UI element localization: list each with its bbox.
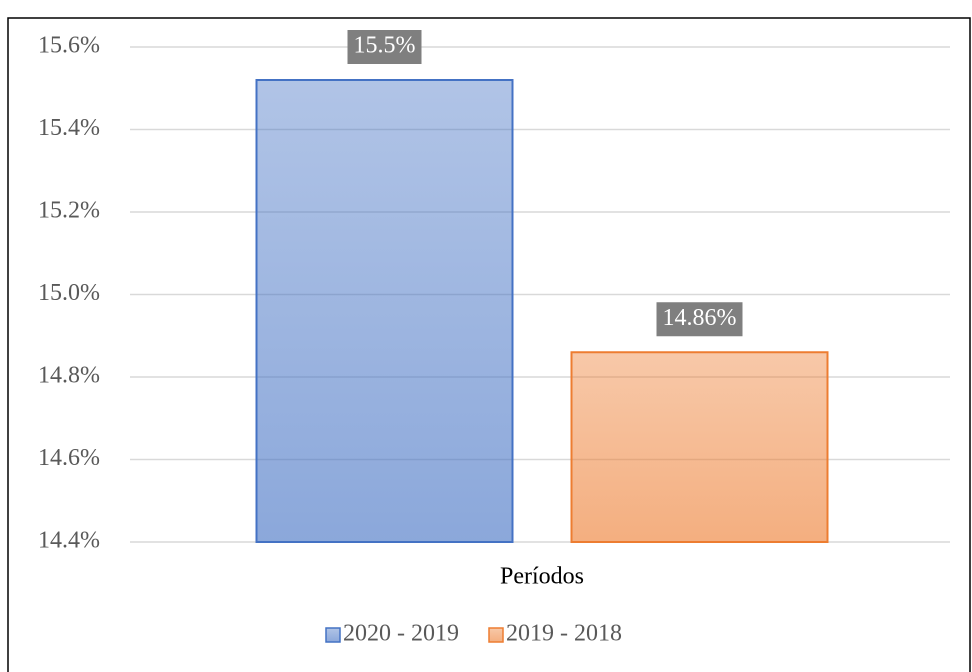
y-tick-label: 14.8% — [38, 363, 100, 389]
legend-swatch — [325, 627, 341, 643]
y-tick-label: 15.2% — [38, 198, 100, 224]
y-tick-label: 15.6% — [38, 33, 100, 59]
data-label-box — [347, 30, 422, 64]
y-tick-label: 15.4% — [38, 115, 100, 141]
data-label: 14.86% — [663, 305, 737, 331]
legend-label: 2020 - 2019 — [343, 621, 459, 647]
y-tick-label: 15.0% — [38, 280, 100, 306]
bar — [570, 351, 829, 543]
legend-swatch — [488, 627, 504, 643]
legend-label: 2019 - 2018 — [506, 621, 622, 647]
data-label: 15.5% — [354, 33, 416, 59]
y-tick-label: 14.4% — [38, 528, 100, 554]
y-tick-label: 14.6% — [38, 445, 100, 471]
data-label-box — [656, 302, 743, 337]
x-tick-label: Períodos — [500, 564, 584, 590]
bar — [255, 79, 514, 543]
